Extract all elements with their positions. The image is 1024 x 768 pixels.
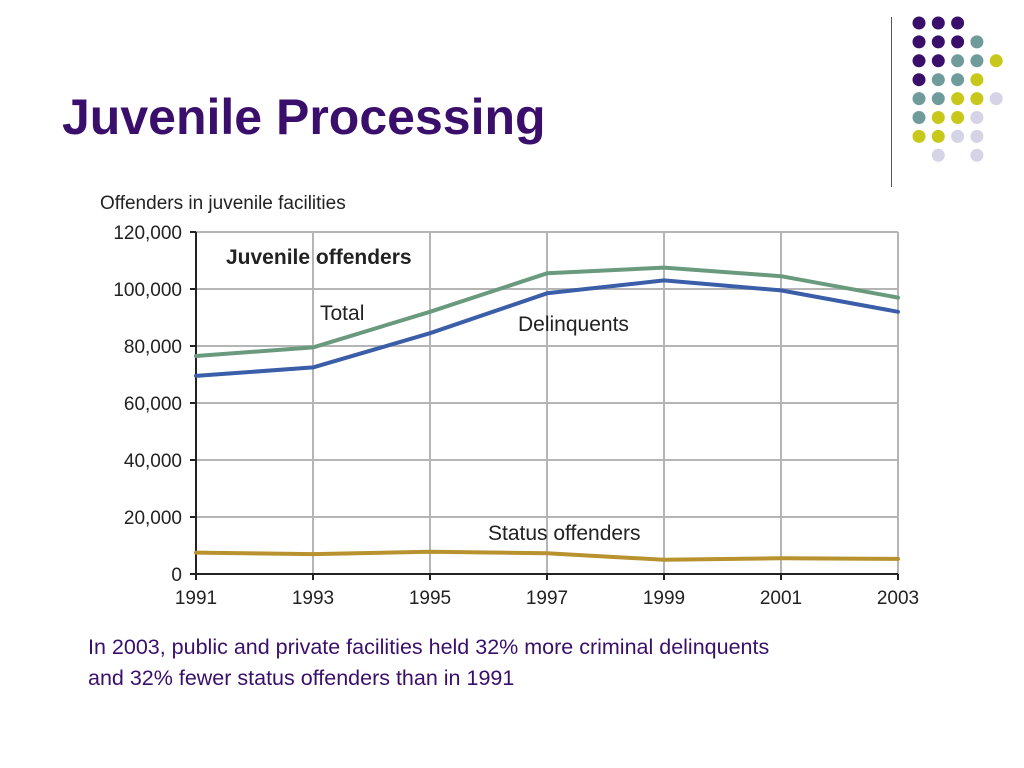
decorative-dot xyxy=(951,73,965,87)
decorative-dot xyxy=(970,111,984,124)
decorative-dot xyxy=(970,129,984,143)
decorative-dot xyxy=(912,111,926,124)
series-label: Status offenders xyxy=(488,522,641,545)
decorative-dot xyxy=(970,92,984,106)
slide-caption: In 2003, public and private facilities h… xyxy=(88,632,948,694)
x-tick-label: 1995 xyxy=(409,588,451,609)
decorative-dot xyxy=(951,54,965,68)
decorative-dot xyxy=(931,16,945,30)
decorative-dot xyxy=(912,129,926,143)
x-tick-label: 1997 xyxy=(526,588,568,609)
y-tick-label: 80,000 xyxy=(124,337,182,358)
decorative-dot xyxy=(931,129,945,143)
decorative-dot xyxy=(931,54,945,68)
x-tick-label: 2001 xyxy=(760,588,802,609)
decorative-dot xyxy=(951,111,965,124)
y-tick-label: 0 xyxy=(171,565,182,586)
decorative-dot xyxy=(951,16,965,30)
decorative-dot xyxy=(970,35,984,49)
caption-line-2: and 32% fewer status offenders than in 1… xyxy=(88,666,515,690)
decorative-dot xyxy=(931,111,945,124)
decorative-dot xyxy=(912,16,926,30)
y-tick-label: 20,000 xyxy=(124,508,182,529)
chart-title: Offenders in juvenile facilities xyxy=(100,193,346,214)
x-tick-label: 1991 xyxy=(175,588,217,609)
decorative-dot xyxy=(970,73,984,87)
y-tick-label: 60,000 xyxy=(124,394,182,415)
divider-line xyxy=(891,17,892,187)
decorative-dot xyxy=(931,148,945,162)
series-label: Total xyxy=(320,302,364,325)
decorative-dot xyxy=(970,148,984,162)
series-label: Delinquents xyxy=(518,313,629,336)
decorative-dot xyxy=(951,35,965,49)
decorative-dot xyxy=(951,92,965,106)
decorative-dot xyxy=(912,73,926,87)
decorative-dot xyxy=(989,54,1003,68)
decorative-dot xyxy=(951,129,965,143)
decorative-dot xyxy=(989,92,1003,106)
line-chart: Offenders in juvenile facilities 0 20,000 4… xyxy=(100,193,919,609)
x-tick-label: 2003 xyxy=(877,588,919,609)
y-tick-label: 100,000 xyxy=(113,280,182,301)
decorative-dot xyxy=(912,35,926,49)
decorative-dot xyxy=(970,54,984,68)
x-tick-label: 1993 xyxy=(292,588,334,609)
y-tick-label: 40,000 xyxy=(124,451,182,472)
chart-subtitle: Juvenile offenders xyxy=(226,246,412,269)
decorative-dot xyxy=(931,73,945,87)
decorative-dot xyxy=(912,54,926,68)
decorative-dot xyxy=(912,92,926,106)
slide-title: Juvenile Processing xyxy=(62,89,546,145)
decorative-dot xyxy=(931,92,945,106)
y-tick-label: 120,000 xyxy=(113,223,182,244)
x-tick-label: 1999 xyxy=(643,588,685,609)
decorative-dot xyxy=(931,35,945,49)
caption-line-1: In 2003, public and private facilities h… xyxy=(88,635,770,659)
